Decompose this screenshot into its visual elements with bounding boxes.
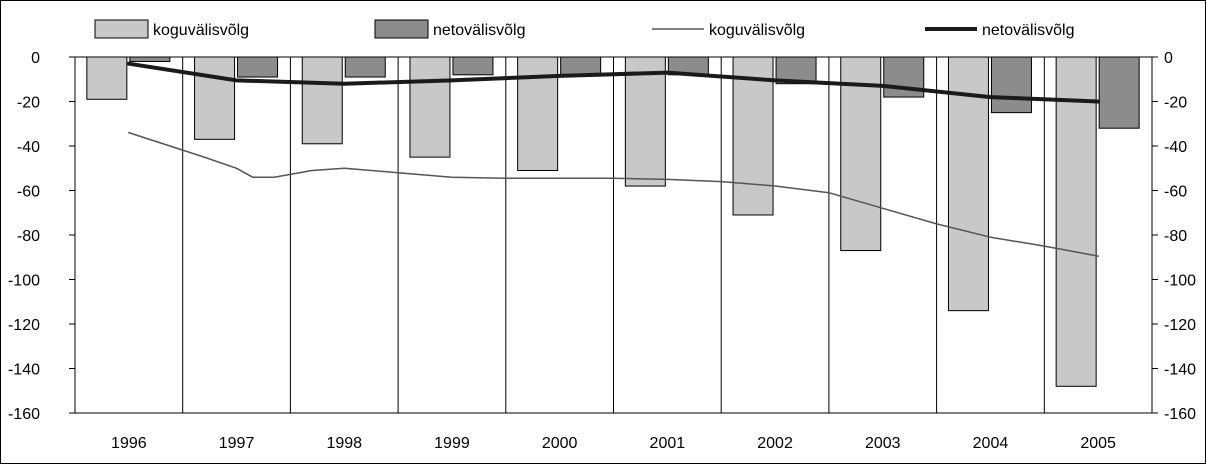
y-tick-label-right: -80	[1164, 228, 1187, 245]
x-tick-label: 2003	[865, 435, 901, 452]
bar-netovalisvolg	[990, 56, 1032, 114]
bar-netovalisvolg	[237, 56, 279, 78]
y-tick-label-left: -60	[17, 184, 40, 201]
x-tick-label: 2004	[973, 435, 1009, 452]
x-tick-label: 2000	[542, 435, 578, 452]
lines	[126, 61, 1101, 257]
legend: koguvälisvõlg netovälisvõlg koguvälisvõlg n…	[94, 19, 1075, 39]
y-tick-label-left: -100	[8, 273, 40, 290]
labels: 0 -20 -40 -60 -80 -100 -120 -140 -160 0 -20 -40 -60 -…	[8, 50, 1196, 452]
y-tick-label-left: -40	[17, 139, 40, 156]
legend-label: netovälisvõlg	[433, 22, 526, 39]
bars	[86, 56, 1140, 387]
legend-swatch	[94, 19, 149, 39]
y-tick-label-right: -20	[1164, 95, 1187, 112]
x-tick-label: 1999	[434, 435, 470, 452]
gridlines	[182, 57, 1045, 413]
y-tick-label-left: -160	[8, 406, 40, 423]
legend-label: koguvälisvõlg	[153, 22, 249, 39]
bar-netovalisvolg	[1098, 56, 1140, 129]
bar-koguvalisvolg	[194, 56, 236, 140]
x-tick-label: 1998	[326, 435, 362, 452]
y-tick-label-right: -120	[1164, 317, 1196, 334]
legend-item: koguvälisvõlg	[652, 22, 805, 39]
y-tick-label-right: -60	[1164, 184, 1187, 201]
bar-koguvalisvolg	[624, 56, 666, 187]
y-tick-label-right: -40	[1164, 139, 1187, 156]
y-tick-label-right: -160	[1164, 406, 1196, 423]
line-netovalisvolg	[126, 61, 1101, 104]
bar-koguvalisvolg	[86, 56, 128, 100]
x-tick-label: 2005	[1080, 435, 1116, 452]
bar-koguvalisvolg	[947, 56, 989, 312]
legend-item: netovälisvõlg	[374, 19, 526, 39]
y-tick-label-right: -100	[1164, 273, 1196, 290]
x-tick-label: 1997	[219, 435, 255, 452]
legend-item: netovälisvõlg	[925, 22, 1075, 39]
x-tick-label: 2001	[650, 435, 686, 452]
legend-label: koguvälisvõlg	[709, 22, 805, 39]
bar-netovalisvolg	[560, 56, 602, 76]
x-tick-label: 2002	[757, 435, 793, 452]
bar-koguvalisvolg	[840, 56, 882, 252]
y-tick-label-right: -140	[1164, 362, 1196, 379]
y-tick-label-left: 0	[31, 50, 40, 67]
bar-koguvalisvolg	[517, 56, 559, 171]
x-tick-label: 1996	[111, 435, 147, 452]
bar-netovalisvolg	[452, 56, 494, 76]
bar-koguvalisvolg	[301, 56, 343, 145]
legend-swatch	[374, 19, 429, 39]
legend-label: netovälisvõlg	[982, 22, 1075, 39]
bar-netovalisvolg	[344, 56, 386, 78]
line-koguvalisvolg	[128, 131, 1099, 257]
y-tick-label-left: -120	[8, 317, 40, 334]
axes	[69, 56, 1158, 414]
bar-koguvalisvolg	[1055, 56, 1097, 387]
y-tick-label-left: -80	[17, 228, 40, 245]
bar-koguvalisvolg	[409, 56, 451, 158]
bar-netovalisvolg	[129, 56, 171, 62]
y-tick-label-right: 0	[1164, 50, 1173, 67]
y-tick-label-left: -20	[17, 95, 40, 112]
y-tick-label-left: -140	[8, 362, 40, 379]
legend-item: koguvälisvõlg	[94, 19, 249, 39]
